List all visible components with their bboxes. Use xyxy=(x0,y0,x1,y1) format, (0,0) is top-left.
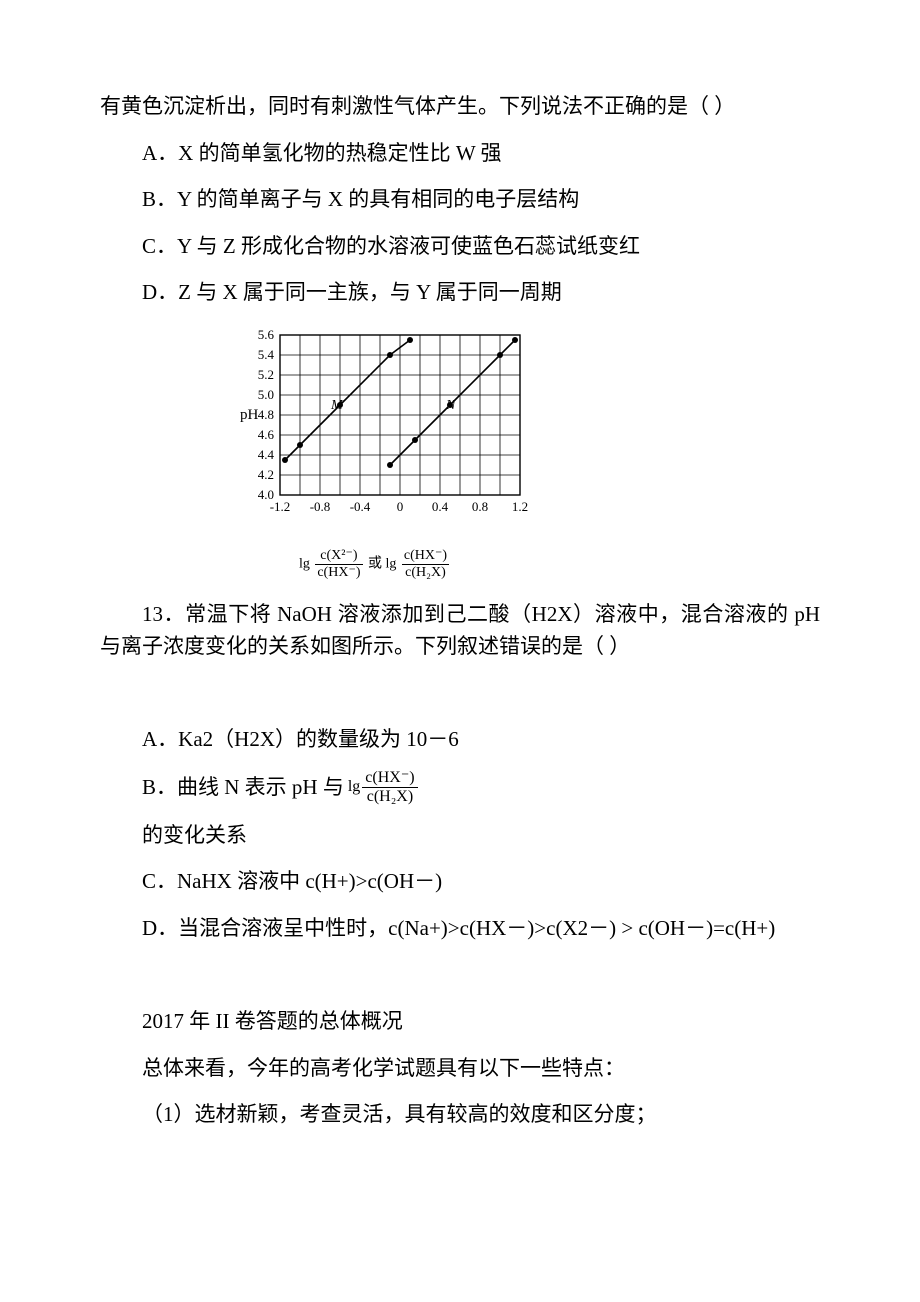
svg-text:-1.2: -1.2 xyxy=(270,499,291,514)
spacer-2 xyxy=(100,959,820,992)
q13-b-frac: c(HX⁻) c(H₂X) xyxy=(362,770,417,805)
svg-text:-0.8: -0.8 xyxy=(310,499,331,514)
point-1: （1）选材新颖，考查灵活，具有较高的效度和区分度； xyxy=(100,1098,820,1131)
svg-text:0.8: 0.8 xyxy=(472,499,488,514)
q12-option-c: C．Y 与 Z 形成化合物的水溶液可使蓝色石蕊试纸变红 xyxy=(100,230,820,263)
frac-1-den: c(HX⁻) xyxy=(315,565,362,580)
svg-text:0: 0 xyxy=(397,499,404,514)
svg-text:5.0: 5.0 xyxy=(258,387,274,402)
q13-b-lg: lg xyxy=(348,775,360,800)
q12-option-b: B．Y 的简单离子与 X 的具有相同的电子层结构 xyxy=(100,183,820,216)
svg-text:-0.4: -0.4 xyxy=(350,499,371,514)
q13-b-suffix: 的变化关系 xyxy=(100,819,820,852)
q13-b-frac-den: c(H₂X) xyxy=(362,788,417,805)
svg-text:M: M xyxy=(330,398,344,413)
ph-chart: 4.04.24.44.64.85.05.25.45.6-1.2-0.8-0.40… xyxy=(230,327,550,547)
lg-text: lg xyxy=(299,556,310,571)
svg-text:5.6: 5.6 xyxy=(258,327,275,342)
svg-text:4.8: 4.8 xyxy=(258,407,274,422)
overall-intro: 总体来看，今年的高考化学试题具有以下一些特点： xyxy=(100,1052,820,1085)
frac-1: c(X²⁻) c(HX⁻) xyxy=(315,549,362,580)
q13-option-c: C．NaHX 溶液中 c(H+)>c(OH－) xyxy=(100,865,820,898)
frac-2-den: c(H₂X) xyxy=(402,565,449,580)
frac-2: c(HX⁻) c(H₂X) xyxy=(402,549,449,580)
svg-text:5.4: 5.4 xyxy=(258,347,275,362)
q13-option-b: B．曲线 N 表示 pH 与 lg c(HX⁻) c(H₂X) xyxy=(100,770,820,805)
or-lg-text: 或 lg xyxy=(368,556,396,571)
q13-b-frac-num: c(HX⁻) xyxy=(362,770,417,788)
svg-text:pH: pH xyxy=(240,407,259,423)
question13-stem: 13．常温下将 NaOH 溶液添加到己二酸（H2X）溶液中，混合溶液的 pH 与… xyxy=(100,598,820,663)
q13-option-a: A．Ka2（H2X）的数量级为 10－6 xyxy=(100,723,820,756)
q13-b-prefix: B．曲线 N 表示 pH 与 xyxy=(142,771,344,804)
frac-2-num: c(HX⁻) xyxy=(402,549,449,565)
svg-text:0.4: 0.4 xyxy=(432,499,449,514)
svg-text:5.2: 5.2 xyxy=(258,367,274,382)
svg-text:4.6: 4.6 xyxy=(258,427,275,442)
q12-option-a: A．X 的简单氢化物的热稳定性比 W 强 xyxy=(100,137,820,170)
svg-text:N: N xyxy=(445,398,456,413)
svg-text:4.4: 4.4 xyxy=(258,447,275,462)
question12-tail: 有黄色沉淀析出，同时有刺激性气体产生。下列说法不正确的是（ ） xyxy=(100,90,820,123)
section-title: 2017 年 II 卷答题的总体概况 xyxy=(100,1005,820,1038)
chart-x-axis-label: lg c(X²⁻) c(HX⁻) 或 lg c(HX⁻) c(H₂X) xyxy=(230,549,520,580)
svg-text:4.2: 4.2 xyxy=(258,467,274,482)
frac-1-num: c(X²⁻) xyxy=(315,549,362,565)
spacer xyxy=(100,677,820,710)
q13-option-d: D．当混合溶液呈中性时，c(Na+)>c(HX－)>c(X2－) > c(OH－… xyxy=(100,912,820,945)
svg-text:1.2: 1.2 xyxy=(512,499,528,514)
q12-option-d: D．Z 与 X 属于同一主族，与 Y 属于同一周期 xyxy=(100,276,820,309)
chart-container: 4.04.24.44.64.85.05.25.45.6-1.2-0.8-0.40… xyxy=(230,327,820,580)
